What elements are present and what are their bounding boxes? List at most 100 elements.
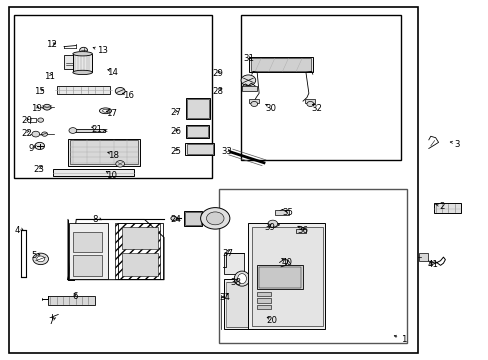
Bar: [122, 253, 158, 276]
Circle shape: [41, 132, 47, 136]
Bar: [73, 129, 104, 132]
Text: 27: 27: [170, 108, 181, 117]
Bar: [53, 168, 134, 176]
Bar: [251, 58, 310, 71]
Bar: [219, 189, 406, 343]
Ellipse shape: [237, 274, 246, 284]
Text: 28: 28: [212, 86, 224, 95]
Text: 23: 23: [34, 165, 45, 174]
Bar: [305, 99, 315, 103]
Bar: [68, 139, 140, 166]
Text: 19: 19: [31, 104, 41, 113]
Text: 30: 30: [264, 104, 275, 113]
Text: 25: 25: [170, 147, 181, 156]
Bar: [256, 305, 271, 309]
Text: 29: 29: [212, 69, 223, 78]
Bar: [225, 282, 251, 327]
Text: 24: 24: [170, 215, 181, 224]
Circle shape: [69, 128, 77, 134]
Circle shape: [306, 102, 313, 107]
Text: 33: 33: [221, 147, 232, 156]
Bar: [259, 267, 300, 288]
Bar: [70, 140, 138, 164]
Text: 22: 22: [21, 129, 32, 138]
Circle shape: [267, 220, 277, 227]
Bar: [73, 232, 102, 252]
Bar: [122, 227, 158, 249]
Bar: [256, 292, 271, 296]
Text: 12: 12: [45, 40, 57, 49]
Circle shape: [115, 87, 125, 95]
Circle shape: [37, 256, 44, 262]
Circle shape: [80, 47, 87, 53]
Circle shape: [200, 208, 229, 229]
Bar: [57, 86, 110, 94]
Bar: [249, 57, 312, 72]
Text: 41: 41: [427, 260, 437, 269]
Bar: [256, 298, 271, 303]
Circle shape: [38, 118, 43, 122]
Text: 5: 5: [31, 251, 36, 260]
Text: 16: 16: [122, 91, 133, 100]
Text: 20: 20: [21, 116, 32, 125]
Text: 9: 9: [29, 144, 34, 153]
Circle shape: [116, 161, 124, 167]
Bar: [187, 126, 207, 136]
Text: 20: 20: [266, 316, 277, 325]
Text: 35: 35: [282, 208, 293, 217]
Text: 15: 15: [34, 86, 45, 95]
Text: 34: 34: [219, 293, 230, 302]
Circle shape: [32, 131, 40, 137]
Bar: [240, 15, 400, 160]
Bar: [187, 99, 208, 118]
Bar: [73, 54, 92, 72]
Bar: [274, 211, 289, 215]
Bar: [21, 230, 26, 277]
Ellipse shape: [234, 271, 249, 286]
Text: 2: 2: [439, 202, 444, 211]
Text: 38: 38: [230, 278, 242, 287]
Bar: [118, 223, 162, 279]
Text: 3: 3: [453, 140, 459, 149]
Text: 36: 36: [297, 226, 307, 235]
Text: 13: 13: [97, 46, 108, 55]
Ellipse shape: [73, 51, 92, 56]
Text: 39: 39: [264, 223, 274, 232]
Bar: [14, 15, 211, 178]
Bar: [224, 279, 253, 329]
Circle shape: [35, 142, 44, 149]
Circle shape: [250, 102, 257, 107]
Bar: [295, 229, 306, 233]
Text: 7: 7: [48, 317, 54, 326]
Text: 14: 14: [107, 68, 118, 77]
Text: 10: 10: [105, 171, 116, 180]
Text: 1: 1: [400, 335, 405, 344]
Bar: [184, 143, 214, 155]
Bar: [224, 253, 243, 274]
Circle shape: [206, 212, 224, 225]
Bar: [183, 211, 202, 226]
Text: 37: 37: [222, 249, 233, 258]
Bar: [185, 98, 210, 119]
Bar: [248, 223, 325, 329]
Text: 17: 17: [105, 109, 116, 118]
Text: 31: 31: [243, 54, 254, 63]
Bar: [69, 223, 108, 279]
Ellipse shape: [102, 109, 108, 112]
Text: 6: 6: [73, 292, 78, 301]
Bar: [73, 255, 102, 276]
Bar: [184, 212, 200, 225]
Text: 40: 40: [281, 258, 291, 267]
Text: 8: 8: [92, 215, 98, 224]
Text: 11: 11: [43, 72, 55, 81]
Ellipse shape: [73, 70, 92, 75]
Circle shape: [266, 316, 278, 325]
Text: 32: 32: [311, 104, 322, 113]
Circle shape: [33, 253, 48, 265]
Ellipse shape: [99, 108, 111, 114]
Bar: [48, 296, 95, 305]
Bar: [242, 86, 256, 91]
Bar: [249, 99, 259, 103]
Bar: [256, 265, 303, 289]
Circle shape: [170, 216, 176, 221]
